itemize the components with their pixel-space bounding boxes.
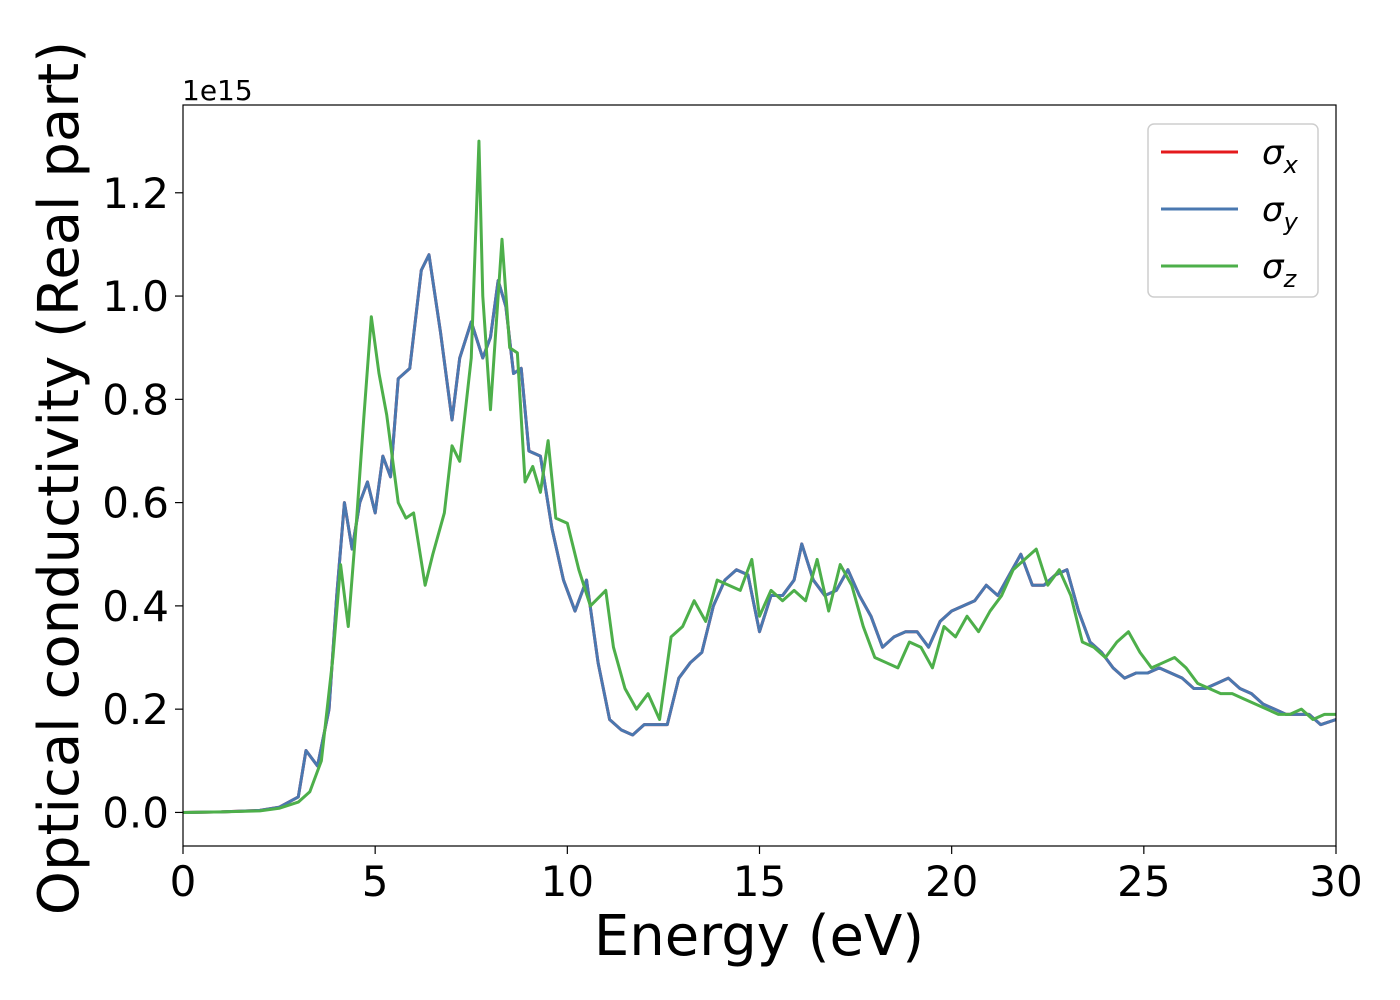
x-tick-label: 25 (1117, 857, 1170, 906)
y-axis-title: Optical conductivity (Real part) (27, 41, 92, 915)
legend-subscript: z (1283, 265, 1298, 293)
series-line-z (183, 139, 1336, 814)
y-tick-label: 1.2 (102, 169, 169, 218)
legend-label-z: σz (1262, 247, 1298, 293)
plot-area (183, 139, 1336, 814)
legend-label-y: σy (1262, 190, 1299, 236)
x-tick-label: 5 (362, 857, 389, 906)
legend-subscript: y (1283, 208, 1299, 236)
axes: 0 5 10 15 20 25 30 0.0 0.2 0.4 0.6 0.8 1.0 1.2 (102, 104, 1363, 906)
x-axis-title: Energy (eV) (594, 904, 924, 969)
legend-subscript: x (1283, 151, 1299, 179)
y-tick-label: 1.0 (102, 272, 169, 321)
x-tick-label: 30 (1309, 857, 1362, 906)
legend-label-x: σx (1262, 133, 1299, 179)
y-tick-label: 0.8 (102, 375, 169, 424)
x-tick-label: 10 (541, 857, 594, 906)
y-tick-label: 0.2 (102, 685, 169, 734)
legend-symbol: σ (1262, 190, 1285, 230)
legend-symbol: σ (1262, 133, 1285, 173)
series-line-y (183, 253, 1336, 814)
y-offset-label: 1e15 (182, 74, 253, 107)
y-tick-label: 0.6 (102, 479, 169, 528)
y-tick-label: 0.4 (102, 582, 169, 631)
y-tick-label: 0.0 (102, 788, 169, 837)
x-tick-label: 15 (733, 857, 786, 906)
x-tick-label: 0 (170, 857, 197, 906)
series-lines (183, 139, 1336, 814)
legend-symbol: σ (1262, 247, 1285, 287)
x-tick-label: 20 (925, 857, 978, 906)
